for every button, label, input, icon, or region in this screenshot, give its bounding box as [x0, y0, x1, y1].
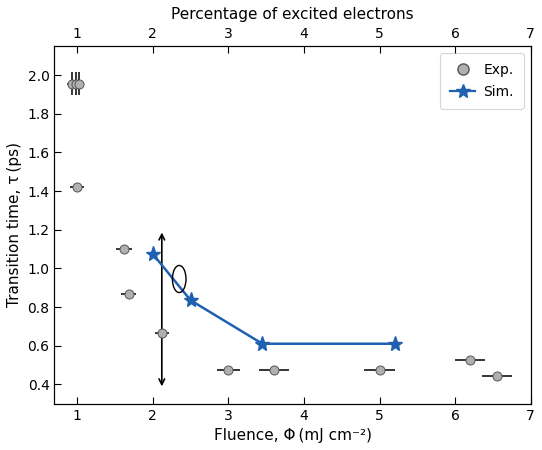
X-axis label: Percentage of excited electrons: Percentage of excited electrons — [171, 7, 414, 22]
Legend: Exp., Sim.: Exp., Sim. — [441, 53, 524, 109]
Y-axis label: Transition time, τ (ps): Transition time, τ (ps) — [7, 142, 22, 307]
X-axis label: Fluence, Φ (mJ cm⁻²): Fluence, Φ (mJ cm⁻²) — [214, 428, 372, 443]
